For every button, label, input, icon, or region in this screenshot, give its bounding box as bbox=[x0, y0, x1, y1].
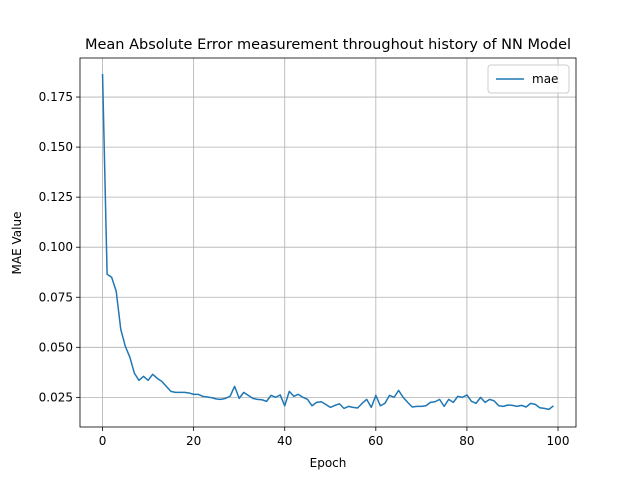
legend-label: mae bbox=[532, 72, 558, 86]
series-layer bbox=[101, 74, 554, 411]
x-tick-label: 40 bbox=[277, 434, 292, 448]
y-tick-label: 0.125 bbox=[39, 190, 73, 204]
y-tick-label: 0.050 bbox=[39, 340, 73, 354]
plot-frame bbox=[79, 57, 577, 428]
y-axis-label: MAE Value bbox=[10, 212, 24, 275]
y-tick-label: 0.150 bbox=[39, 140, 73, 154]
x-tick-label: 100 bbox=[547, 434, 570, 448]
y-tick-label: 0.025 bbox=[39, 390, 73, 404]
x-axis-label: Epoch bbox=[310, 456, 347, 470]
series-line-mae bbox=[101, 74, 554, 411]
legend-box bbox=[487, 64, 570, 94]
x-tick-label: 60 bbox=[368, 434, 383, 448]
grid bbox=[80, 58, 576, 427]
x-tick-label: 80 bbox=[459, 434, 474, 448]
x-tick-label: 20 bbox=[186, 434, 201, 448]
ticks: 0 20 40 60 80 100 0.025 0.050 0.075 0.100 0.125 0.1… bbox=[39, 90, 570, 448]
y-tick-label: 0.175 bbox=[39, 90, 73, 104]
y-tick-label: 0.075 bbox=[39, 290, 73, 304]
y-tick-label: 0.100 bbox=[39, 240, 73, 254]
x-tick-label: 0 bbox=[99, 434, 107, 448]
chart-title: Mean Absolute Error measurement througho… bbox=[85, 37, 571, 53]
legend: mae bbox=[487, 64, 570, 94]
